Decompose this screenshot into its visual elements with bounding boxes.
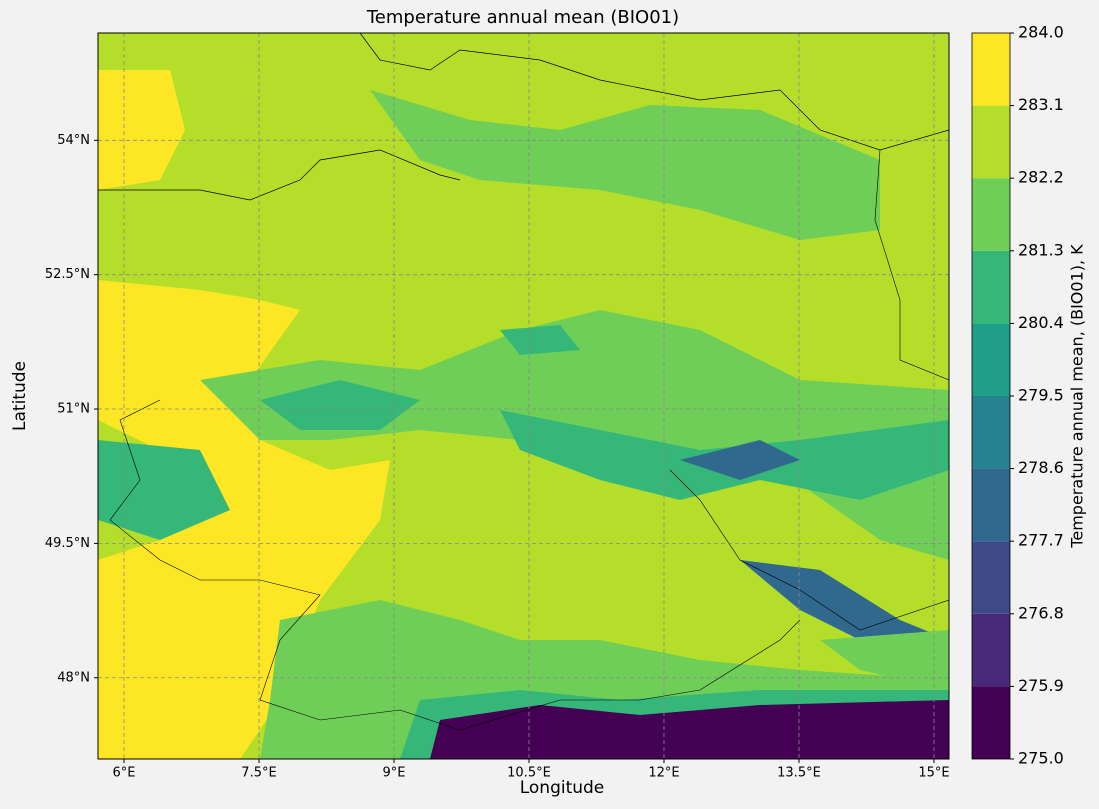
colorbar-segment xyxy=(972,396,1010,469)
coastline xyxy=(359,33,949,151)
colorbar-segment xyxy=(972,178,1010,251)
y-tick-label: 48°N xyxy=(57,670,90,685)
region xyxy=(500,325,580,355)
y-tick-label: 52.5°N xyxy=(45,267,90,282)
colorbar-segment xyxy=(972,468,1010,542)
colorbar-segment xyxy=(972,33,1010,106)
colorbar-tick-label: 284.0 xyxy=(1018,23,1064,42)
colorbar-segment xyxy=(972,541,1010,614)
colorbar-tick-label: 279.5 xyxy=(1018,386,1064,405)
colorbar-segment xyxy=(972,613,1010,687)
region xyxy=(370,90,880,240)
colorbar-tick-label: 283.1 xyxy=(1018,95,1064,114)
region xyxy=(680,440,800,480)
colorbar-tick-label: 280.4 xyxy=(1018,313,1064,332)
x-tick-label: 12°E xyxy=(648,766,679,781)
x-tick-label: 10.5°E xyxy=(507,766,551,781)
colorbar-segment xyxy=(972,250,1010,324)
colorbar-tick-label: 275.9 xyxy=(1018,676,1064,695)
x-tick-label: 13.5°E xyxy=(777,766,821,781)
x-axis-label: Longitude xyxy=(520,778,605,798)
colorbar-tick-label: 277.7 xyxy=(1018,531,1064,550)
colorbar-tick-label: 278.6 xyxy=(1018,458,1064,477)
colorbar-segment xyxy=(972,686,1010,759)
y-tick-label: 49.5°N xyxy=(45,536,90,551)
region xyxy=(260,380,420,430)
y-axis-label: Latitude xyxy=(10,361,30,431)
region xyxy=(360,33,949,180)
map-fill xyxy=(98,33,949,759)
region xyxy=(430,700,949,759)
region xyxy=(98,280,390,759)
colorbar-tick-label: 276.8 xyxy=(1018,603,1064,622)
colorbar-tick-label: 275.0 xyxy=(1018,749,1064,768)
colorbar-segment xyxy=(972,323,1010,396)
y-tick-label: 54°N xyxy=(57,133,90,148)
x-tick-label: 6°E xyxy=(113,766,136,781)
gridlines xyxy=(98,33,949,759)
x-tick-label: 15°E xyxy=(918,766,949,781)
y-tick-label: 51°N xyxy=(57,402,90,417)
x-tick-label: 7.5°E xyxy=(241,766,276,781)
plot-frame xyxy=(97,32,950,760)
colorbar-tick-label: 282.2 xyxy=(1018,168,1064,187)
coastline xyxy=(98,149,461,201)
border xyxy=(109,149,949,731)
region xyxy=(820,630,949,690)
chart-title: Temperature annual mean (BIO01) xyxy=(366,7,679,28)
colorbar-segment xyxy=(972,105,1010,179)
colorbar-label: Temperature annual mean, (BIO01), K xyxy=(1068,244,1087,549)
region xyxy=(98,440,230,540)
region xyxy=(98,70,185,190)
colorbar-tick-label: 281.3 xyxy=(1018,240,1064,259)
x-tick-label: 9°E xyxy=(382,766,405,781)
